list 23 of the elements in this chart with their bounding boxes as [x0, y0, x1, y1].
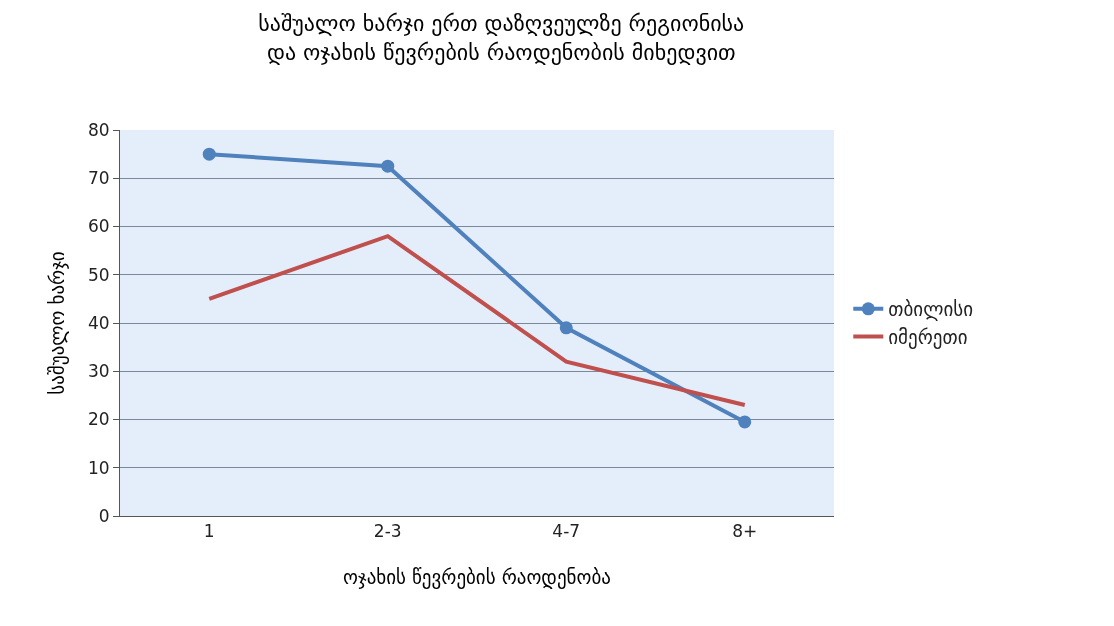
y-tick-label: 0 — [98, 505, 110, 526]
y-axis-title: საშუალო ხარჯი — [45, 251, 69, 395]
x-tick-label: 4-7 — [552, 521, 581, 542]
y-tick-label: 30 — [87, 361, 110, 382]
y-tick-label: 80 — [87, 119, 110, 140]
point — [738, 415, 752, 429]
y-tick-label: 10 — [87, 457, 110, 478]
y-tick-label: 40 — [87, 312, 110, 333]
point — [202, 147, 216, 161]
point — [381, 159, 395, 173]
point — [559, 321, 573, 335]
x-tick-label: 8+ — [732, 521, 758, 542]
legend-label: იმერეთი — [888, 325, 968, 349]
y-tick-label: 50 — [87, 264, 110, 285]
chart-title: საშუალო ხარჯი ერთ დაზღვეულზე რეგიონისა და ოჯახის წევრების რაოდენობის მიხედვით — [258, 11, 745, 65]
x-tick-label: 2-3 — [373, 521, 402, 542]
line-series — [207, 234, 747, 408]
y-tick-label: 60 — [87, 216, 110, 237]
x-axis-title: ოჯახის წევრების რაოდენობა — [343, 566, 611, 590]
legend-label: თბილისი — [888, 298, 973, 322]
x-tick-label: 1 — [203, 521, 215, 542]
y-tick-label: 20 — [87, 409, 110, 430]
y-tick-label: 70 — [87, 168, 110, 189]
